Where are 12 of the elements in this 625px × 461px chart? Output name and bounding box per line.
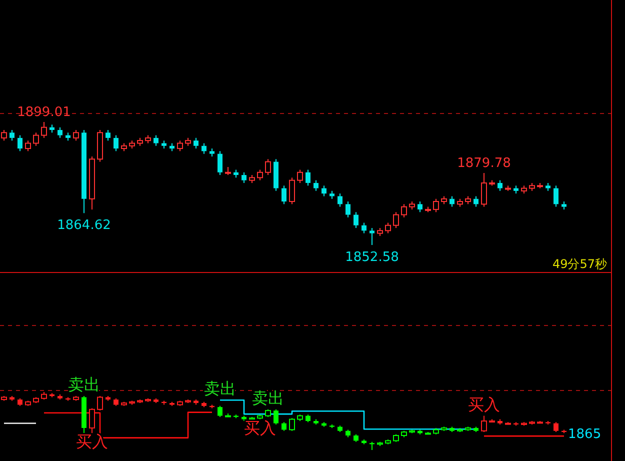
annotation: 买入 [468, 394, 500, 414]
annotation: 卖出 [68, 375, 100, 394]
annotation: 卖出 [252, 388, 284, 408]
annotation: 1865 [568, 427, 602, 442]
annotation: 买入 [76, 432, 108, 452]
annotation: 1879.78 [457, 156, 511, 171]
annotation: 买入 [244, 418, 276, 438]
text: 49分57秒 [552, 257, 607, 271]
annotation: 1864.62 [57, 218, 111, 234]
annotation: 1899.01 [17, 105, 71, 120]
annotation: 卖出 [204, 379, 236, 398]
annotation: 1852.58 [345, 250, 399, 265]
